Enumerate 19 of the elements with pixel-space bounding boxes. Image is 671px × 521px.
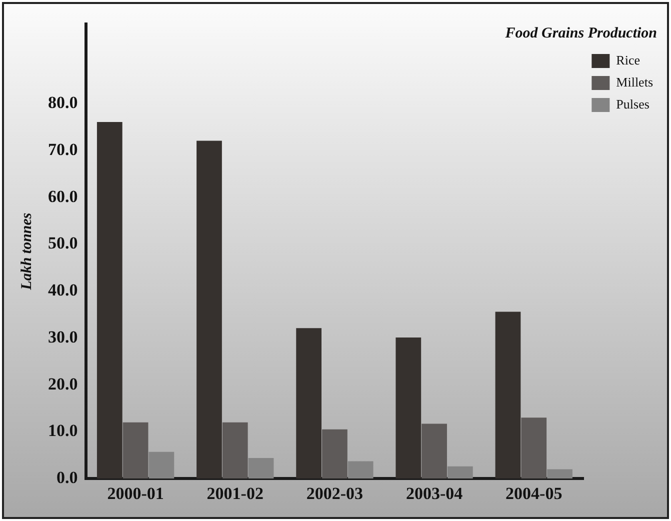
x-tick-label: 2004-05 — [506, 484, 562, 504]
x-tick-label: 2003-04 — [406, 484, 464, 504]
y-tick-label: 80.0 — [48, 93, 78, 112]
x-tick-label: 2001-02 — [206, 484, 264, 504]
y-tick-label: 40.0 — [48, 280, 78, 300]
y-tick-label: 50.0 — [48, 234, 78, 253]
y-axis-title: Lakh tonnes — [18, 212, 35, 291]
legend-label: Rice — [616, 52, 640, 68]
y-tick-label: 20.0 — [48, 374, 78, 394]
legend-label: Pulses — [616, 96, 650, 112]
y-tick-label: 70.0 — [48, 140, 78, 159]
y-tick-label: 30.0 — [48, 327, 78, 346]
y-tick-label: 10.0 — [48, 421, 78, 440]
x-tick-label: 2002-03 — [306, 484, 364, 504]
y-tick-label: 60.0 — [48, 186, 78, 206]
x-tick-label: 2000-01 — [107, 484, 164, 504]
legend-title: Food Grains Production — [504, 25, 657, 42]
y-tick-label: 0.0 — [56, 468, 78, 487]
legend-label: Millets — [616, 74, 654, 90]
